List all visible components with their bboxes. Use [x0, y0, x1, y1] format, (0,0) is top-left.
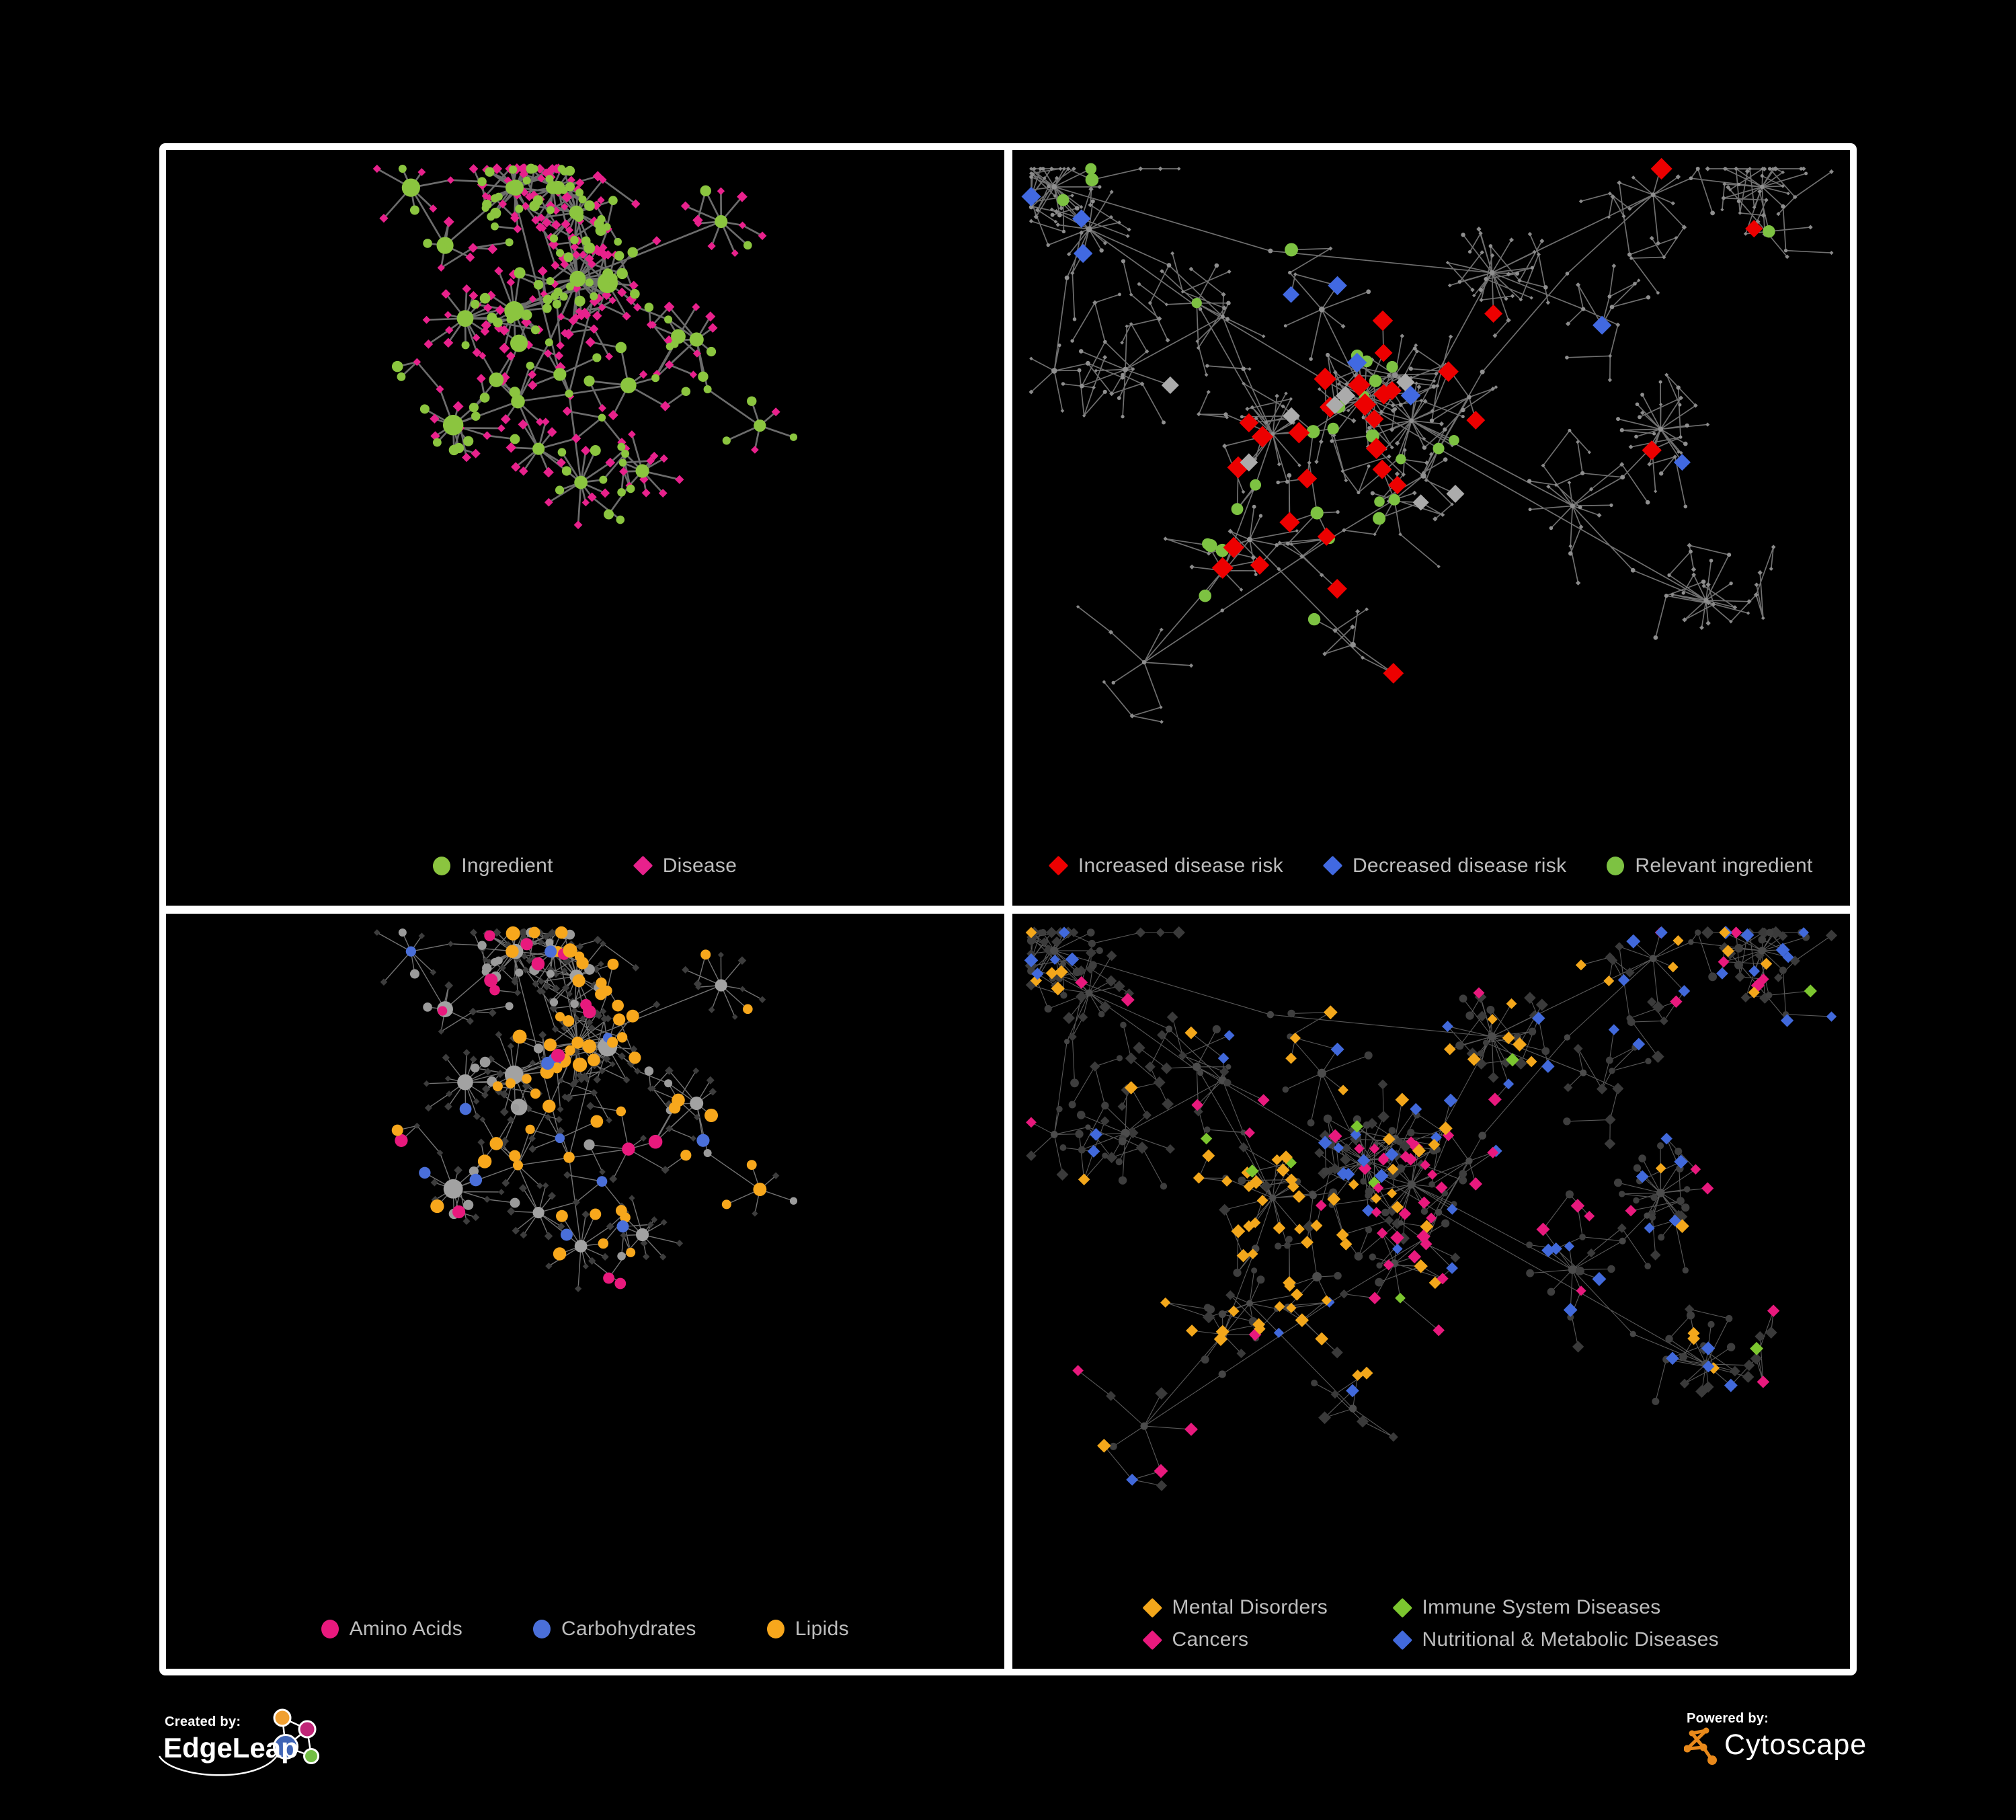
- network-highlight-nodes: [391, 926, 767, 1289]
- legend-item: Lipids: [766, 1618, 849, 1640]
- edgeleap-node-magenta: [298, 1720, 317, 1739]
- edgeleap-logo-text: EdgeLeap: [163, 1732, 298, 1764]
- legend-label: Lipids: [795, 1618, 849, 1640]
- legend-label: Mental Disorders: [1172, 1596, 1328, 1618]
- network-nodes: [1024, 926, 1837, 1491]
- panel-nutrient-class-network: Amino Acids Carbohydrates Lipids: [166, 913, 1004, 1669]
- legend-disease-class: Mental Disorders Immune System Diseases Ca…: [1142, 1596, 1719, 1651]
- panel-grid: Ingredient Disease Increased disease risk…: [159, 143, 1857, 1675]
- network-nodes: [1028, 166, 1834, 724]
- legend-ingredient-disease: Ingredient Disease: [166, 855, 1004, 877]
- legend-item: Decreased disease risk: [1322, 854, 1567, 877]
- legend-marker-diamond-icon: [633, 855, 653, 876]
- legend-label: Ingredient: [461, 854, 553, 877]
- legend-item: Nutritional & Metabolic Diseases: [1392, 1628, 1719, 1651]
- created-by-label: Created by:: [165, 1714, 241, 1729]
- legend-label: Decreased disease risk: [1352, 854, 1567, 877]
- network-edges: [376, 931, 795, 1289]
- cytoscape-credit: Powered by: Cytoscape: [1684, 1711, 1907, 1792]
- legend-marker-circle-icon: [766, 1620, 784, 1638]
- network-highlight-nodes: [1021, 157, 1775, 684]
- legend-item: Immune System Diseases: [1392, 1596, 1661, 1619]
- legend-label: Amino Acids: [349, 1618, 462, 1640]
- edgeleap-swoosh: [158, 1754, 279, 1776]
- legend-item: Disease: [633, 854, 737, 877]
- legend-marker-diamond-icon: [1142, 1597, 1162, 1618]
- edgeleap-node-green: [303, 1748, 319, 1764]
- legend-marker-circle-icon: [533, 1620, 551, 1638]
- legend-marker-diamond-icon: [1048, 855, 1069, 876]
- network-nodes: [373, 927, 798, 1292]
- network-edges: [1030, 931, 1832, 1486]
- legend-disease-risk: Increased disease risk Decreased disease …: [1012, 855, 1851, 877]
- powered-by-label: Powered by:: [1687, 1711, 1769, 1726]
- legend-marker-circle-icon: [321, 1620, 339, 1638]
- legend-item: Increased disease risk: [1048, 854, 1283, 877]
- cytoscape-logo-icon: [1684, 1727, 1717, 1765]
- legend-nutrient-class: Amino Acids Carbohydrates Lipids: [166, 1618, 1004, 1640]
- cytoscape-logo-text: Cytoscape: [1724, 1729, 1867, 1761]
- legend-item: Cancers: [1142, 1628, 1249, 1651]
- network-ingredient-disease: [372, 163, 798, 530]
- network-disease-class: [1024, 925, 1837, 1491]
- legend-label: Immune System Diseases: [1422, 1596, 1661, 1618]
- legend-marker-circle-icon: [1607, 856, 1625, 875]
- legend-marker-diamond-icon: [1142, 1630, 1162, 1650]
- legend-item: Amino Acids: [321, 1618, 462, 1640]
- legend-label: Carbohydrates: [561, 1618, 696, 1640]
- edgeleap-node-blue: [273, 1734, 298, 1759]
- legend-marker-circle-icon: [433, 856, 451, 875]
- legend-item: Relevant ingredient: [1607, 855, 1812, 877]
- legend-item: Carbohydrates: [533, 1618, 696, 1640]
- legend-marker-diamond-icon: [1392, 1597, 1412, 1618]
- network-nutrient-class: [373, 926, 798, 1292]
- legend-item: Ingredient: [433, 855, 553, 877]
- network-edges: [376, 167, 795, 526]
- legend-label: Nutritional & Metabolic Diseases: [1422, 1628, 1719, 1651]
- network-edges: [1030, 168, 1832, 723]
- cytoscape-logo-nodes: [1684, 1727, 1717, 1765]
- network-disease-risk: [1021, 157, 1834, 724]
- legend-item: Mental Disorders: [1142, 1596, 1328, 1619]
- edgeleap-node-orange: [273, 1708, 292, 1727]
- legend-label: Disease: [662, 854, 737, 877]
- panel-ingredient-disease-network: Ingredient Disease: [166, 150, 1004, 906]
- panel-disease-class-network: Mental Disorders Immune System Diseases Ca…: [1012, 913, 1850, 1669]
- legend-label: Relevant ingredient: [1635, 854, 1813, 877]
- legend-marker-diamond-icon: [1392, 1630, 1412, 1650]
- legend-label: Increased disease risk: [1078, 854, 1283, 877]
- panel-disease-risk-network: Increased disease risk Decreased disease …: [1012, 150, 1851, 906]
- edgeleap-logo-icon: [158, 1708, 319, 1776]
- edgeleap-credit: Created by: EdgeLeap: [158, 1708, 372, 1809]
- legend-marker-diamond-icon: [1322, 855, 1343, 876]
- legend-label: Cancers: [1172, 1628, 1249, 1651]
